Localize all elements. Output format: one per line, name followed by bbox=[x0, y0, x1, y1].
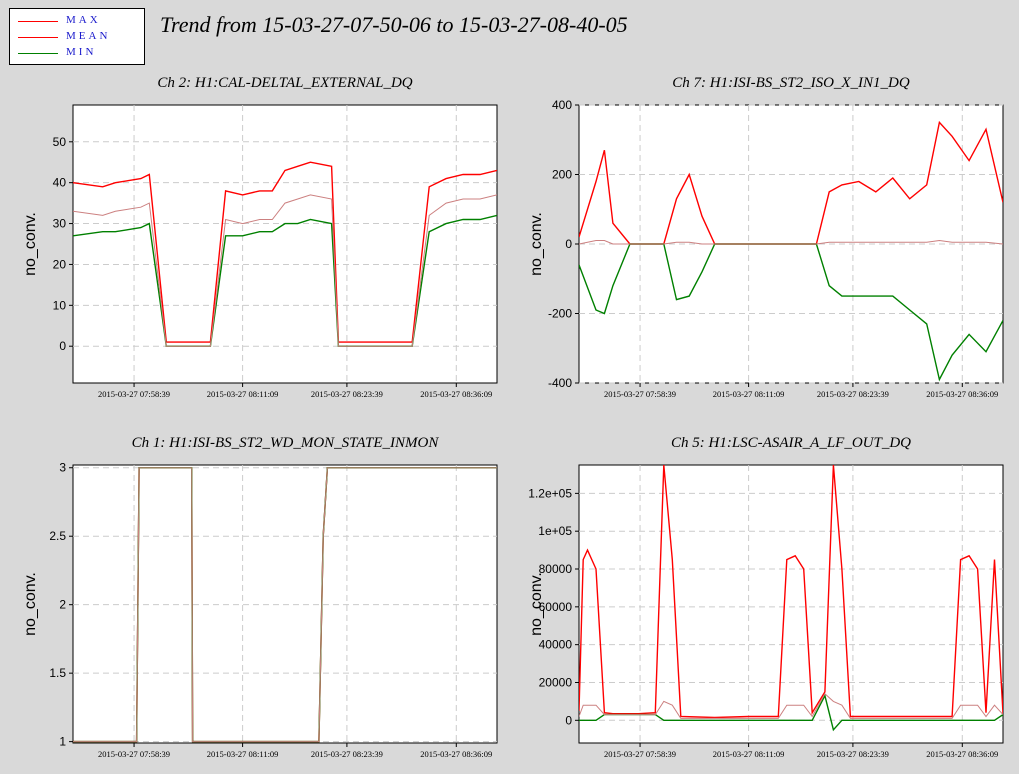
x-tick-label: 2015-03-27 07:58:39 bbox=[604, 749, 676, 759]
series-line-min bbox=[73, 214, 497, 347]
x-tick-label: 2015-03-27 07:58:39 bbox=[604, 389, 676, 399]
x-tick-label: 2015-03-27 08:23:39 bbox=[311, 389, 383, 399]
x-tick-label: 2015-03-27 08:23:39 bbox=[817, 749, 889, 759]
x-tick-label: 2015-03-27 08:11:09 bbox=[713, 749, 785, 759]
series-line-mean bbox=[73, 194, 497, 347]
y-tick-label: 40 bbox=[53, 176, 67, 190]
x-tick-label: 2015-03-27 08:23:39 bbox=[817, 389, 889, 399]
y-axis-label: no_conv. bbox=[528, 212, 545, 276]
series-line-max bbox=[579, 465, 1003, 719]
y-axis-label: no_conv. bbox=[528, 572, 545, 636]
x-tick-label: 2015-03-27 08:11:09 bbox=[207, 389, 279, 399]
series-line-max bbox=[73, 161, 497, 343]
x-tick-label: 2015-03-27 08:11:09 bbox=[207, 749, 279, 759]
y-tick-label: 40000 bbox=[539, 638, 573, 652]
y-tick-label: 10 bbox=[53, 298, 67, 312]
y-tick-label: 2.5 bbox=[49, 529, 66, 543]
y-tick-label: 20000 bbox=[539, 675, 573, 689]
legend-item-mean: MEAN bbox=[10, 29, 146, 45]
y-tick-label: 60000 bbox=[539, 600, 573, 614]
legend-label-min: MIN bbox=[66, 46, 97, 58]
page-title: Trend from 15-03-27-07-50-06 to 15-03-27… bbox=[160, 12, 628, 37]
legend-label-mean: MEAN bbox=[66, 30, 111, 42]
x-tick-label: 2015-03-27 08:36:09 bbox=[926, 389, 998, 399]
x-tick-label: 2015-03-27 07:58:39 bbox=[98, 749, 170, 759]
y-tick-label: 3 bbox=[59, 461, 66, 475]
chart-title: Ch 5: H1:LSC-ASAIR_A_LF_OUT_DQ bbox=[671, 435, 911, 451]
y-tick-label: 1.2e+05 bbox=[528, 486, 572, 500]
x-tick-label: 2015-03-27 08:36:09 bbox=[420, 749, 492, 759]
x-tick-label: 2015-03-27 07:58:39 bbox=[98, 389, 170, 399]
plot-area bbox=[578, 464, 1004, 744]
chart-title: Ch 7: H1:ISI-BS_ST2_ISO_X_IN1_DQ bbox=[672, 75, 910, 91]
y-tick-label: 20 bbox=[53, 257, 67, 271]
legend: MAX MEAN MIN bbox=[9, 8, 145, 65]
legend-swatch-min bbox=[18, 53, 58, 54]
series-line-mean bbox=[73, 467, 497, 743]
y-axis-label: no_conv. bbox=[22, 212, 39, 276]
plot-area bbox=[72, 464, 498, 744]
y-tick-label: 50 bbox=[53, 135, 67, 149]
plot-area bbox=[72, 104, 498, 384]
legend-swatch-max bbox=[18, 21, 58, 22]
legend-item-max: MAX bbox=[10, 13, 146, 29]
chart-ch7: Ch 7: H1:ISI-BS_ST2_ISO_X_IN1_DQ -400 -200… bbox=[528, 75, 1004, 399]
y-tick-label: 0 bbox=[59, 339, 66, 353]
series-line-mean bbox=[579, 239, 1003, 245]
y-tick-label: -200 bbox=[548, 307, 572, 321]
legend-swatch-mean bbox=[18, 37, 58, 38]
chart-ch1: Ch 1: H1:ISI-BS_ST2_WD_MON_STATE_INMON 1 1… bbox=[22, 435, 498, 759]
y-tick-label: 30 bbox=[53, 217, 67, 231]
y-tick-label: 0 bbox=[565, 237, 572, 251]
y-tick-label: 200 bbox=[552, 168, 572, 182]
y-tick-label: 80000 bbox=[539, 562, 573, 576]
legend-item-min: MIN bbox=[10, 45, 146, 61]
x-tick-label: 2015-03-27 08:36:09 bbox=[420, 389, 492, 399]
chart-ch2: Ch 2: H1:CAL-DELTAL_EXTERNAL_DQ 0 10 20 30 40… bbox=[22, 75, 498, 399]
x-tick-label: 2015-03-27 08:11:09 bbox=[713, 389, 785, 399]
x-tick-label: 2015-03-27 08:36:09 bbox=[926, 749, 998, 759]
y-tick-label: 0 bbox=[565, 713, 572, 727]
x-tick-label: 2015-03-27 08:23:39 bbox=[311, 749, 383, 759]
y-tick-label: 400 bbox=[552, 98, 572, 112]
y-tick-label: 1 bbox=[59, 735, 66, 749]
y-axis-label: no_conv. bbox=[22, 572, 39, 636]
y-tick-label: -400 bbox=[548, 376, 572, 390]
chart-ch5: Ch 5: H1:LSC-ASAIR_A_LF_OUT_DQ 0 20000 4000… bbox=[528, 435, 1004, 759]
y-tick-label: 1.5 bbox=[49, 666, 66, 680]
y-tick-label: 1e+05 bbox=[538, 524, 572, 538]
series-line-mean bbox=[579, 693, 1003, 719]
y-tick-label: 2 bbox=[59, 598, 66, 612]
chart-title: Ch 1: H1:ISI-BS_ST2_WD_MON_STATE_INMON bbox=[132, 435, 440, 451]
chart-title: Ch 2: H1:CAL-DELTAL_EXTERNAL_DQ bbox=[157, 75, 412, 91]
legend-label-max: MAX bbox=[66, 14, 101, 26]
